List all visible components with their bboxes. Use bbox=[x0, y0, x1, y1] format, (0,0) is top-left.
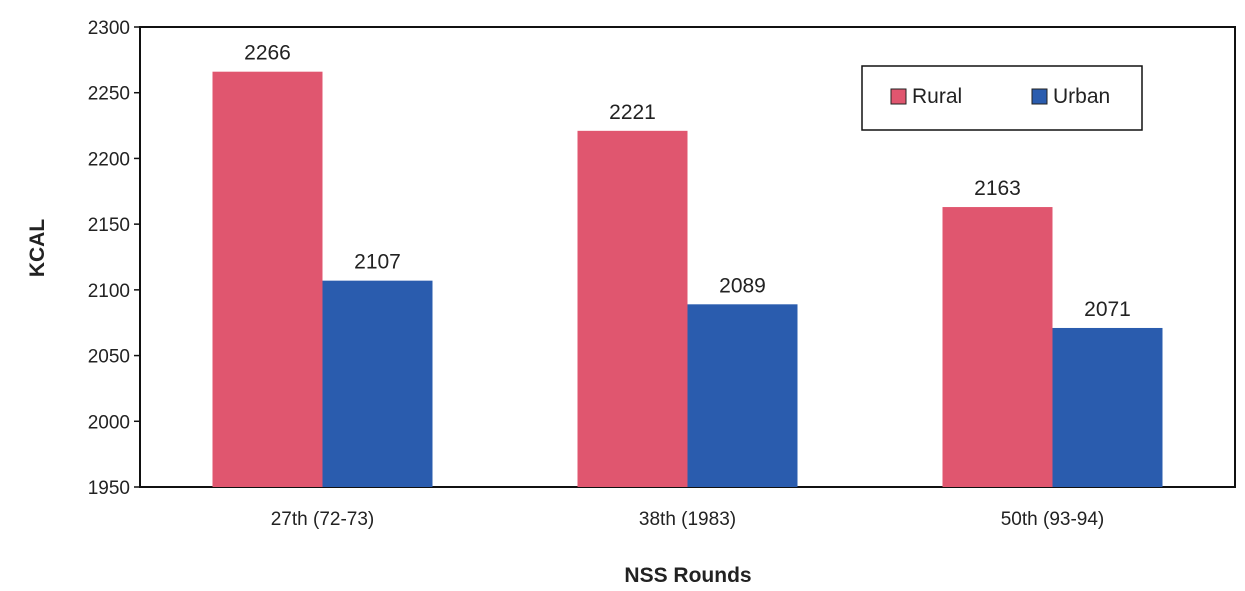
bar-rural-1 bbox=[577, 130, 688, 488]
bars bbox=[212, 71, 1163, 488]
legend: Rural Urban bbox=[861, 65, 1143, 131]
y-axis-ticks: 1950 2000 2050 2100 2150 2200 2250 2300 bbox=[88, 18, 140, 499]
data-label: 2071 bbox=[1084, 298, 1131, 321]
y-tick-label: 2150 bbox=[88, 215, 130, 236]
data-label: 2266 bbox=[244, 42, 291, 65]
x-axis-ticks: 27th (72-73) 38th (1983) 50th (93-94) bbox=[271, 509, 1105, 530]
legend-swatch-urban bbox=[1031, 88, 1048, 105]
legend-label-urban: Urban bbox=[1053, 85, 1110, 108]
bar-urban-0 bbox=[322, 280, 433, 487]
y-tick-label: 2000 bbox=[88, 412, 130, 433]
bar-rural-0 bbox=[212, 71, 323, 487]
y-tick-label: 2200 bbox=[88, 149, 130, 170]
bar-rural-2 bbox=[942, 207, 1053, 488]
y-tick-label: 2250 bbox=[88, 84, 130, 105]
y-axis-title: KCAL bbox=[26, 219, 49, 277]
y-tick-label: 2300 bbox=[88, 18, 130, 39]
bar-urban-1 bbox=[687, 304, 798, 487]
y-tick-label: 2100 bbox=[88, 281, 130, 302]
data-label: 2089 bbox=[719, 274, 766, 297]
data-label: 2221 bbox=[609, 101, 656, 124]
x-tick-label: 27th (72-73) bbox=[271, 509, 375, 530]
legend-label-rural: Rural bbox=[912, 85, 962, 108]
y-tick-label: 1950 bbox=[88, 478, 130, 499]
data-labels: 2266 2107 2221 2089 2163 2071 bbox=[244, 42, 1131, 321]
x-tick-label: 38th (1983) bbox=[639, 509, 736, 530]
bar-urban-2 bbox=[1052, 327, 1163, 487]
legend-swatch-rural bbox=[890, 88, 907, 105]
y-tick-label: 2050 bbox=[88, 347, 130, 368]
legend-frame bbox=[861, 65, 1143, 131]
data-label: 2107 bbox=[354, 251, 401, 274]
data-label: 2163 bbox=[974, 177, 1021, 200]
x-tick-label: 50th (93-94) bbox=[1001, 509, 1105, 530]
x-axis-title: NSS Rounds bbox=[624, 564, 751, 587]
